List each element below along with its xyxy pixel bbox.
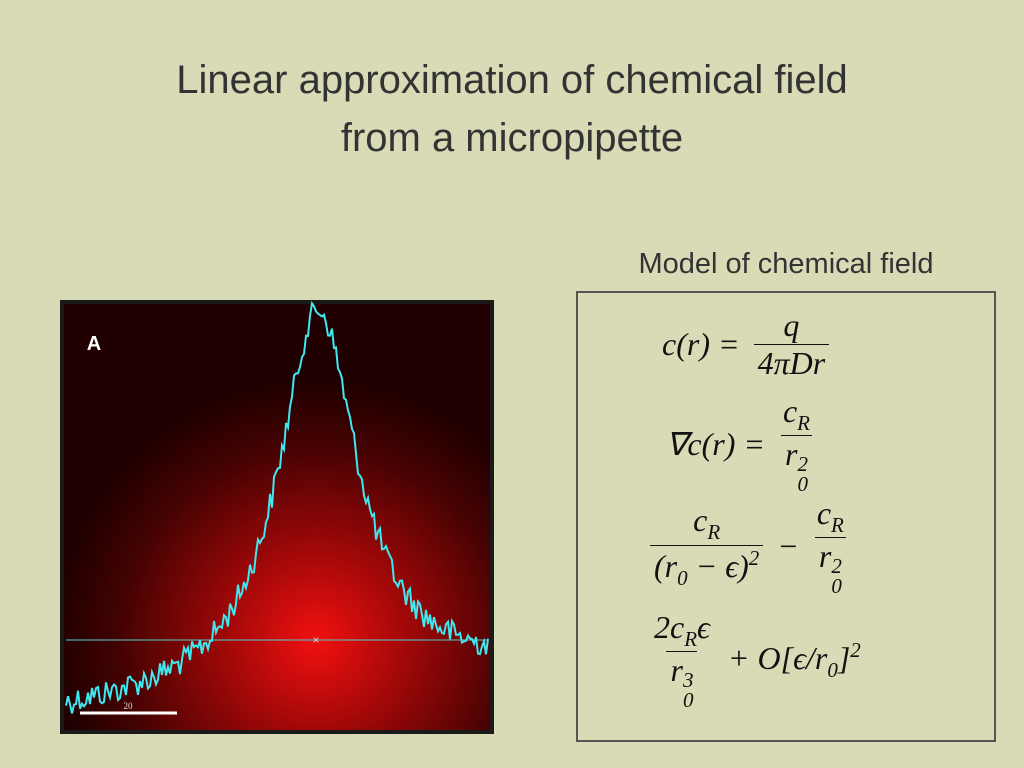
superscript: 2 bbox=[831, 554, 842, 579]
scale-label: 20 bbox=[124, 701, 134, 711]
subscript: 0 bbox=[831, 574, 842, 599]
math-text: 2c bbox=[654, 609, 685, 645]
numerator: cR bbox=[779, 393, 814, 435]
math-text: r bbox=[670, 652, 683, 689]
superscript: 2 bbox=[748, 545, 760, 570]
math-text: ∇c(r) = bbox=[666, 426, 765, 462]
math-run: c(r) = bbox=[662, 326, 740, 363]
subscript: 0 bbox=[827, 657, 838, 682]
superscript: 2 bbox=[797, 452, 808, 477]
superscript: 3 bbox=[682, 668, 694, 693]
fraction: cR r 2 0 bbox=[813, 495, 848, 597]
math-text: c bbox=[782, 393, 798, 429]
equation-box: c(r) = q 4πDr ∇c(r) = cR r 2 0 cR (r0 − ϵ)2− cR r 2 0… bbox=[576, 291, 996, 742]
panel-label: A bbox=[87, 333, 101, 355]
numerator: q bbox=[779, 307, 803, 344]
equation: ∇c(r) = cR r 2 0 bbox=[660, 393, 822, 495]
math-run: ∇c(r) = bbox=[666, 425, 765, 463]
math-run: + O[ϵ/r0]2 bbox=[728, 638, 861, 683]
math-text: + O[ϵ/r bbox=[727, 639, 828, 676]
math-text: c bbox=[816, 495, 832, 531]
math-text: c(r) = bbox=[662, 325, 740, 362]
fraction: q 4πDr bbox=[753, 307, 830, 382]
math-text: r bbox=[785, 436, 798, 473]
math-text: c bbox=[693, 502, 708, 539]
numerator: 2cRϵ bbox=[650, 609, 714, 651]
denominator: 4πDr bbox=[753, 343, 830, 382]
denominator: (r0 − ϵ)2 bbox=[650, 544, 764, 590]
math-run: − bbox=[777, 528, 799, 565]
math-text: − ϵ) bbox=[687, 547, 749, 584]
micrograph: × 20 A bbox=[60, 300, 494, 734]
subscript: R bbox=[684, 627, 698, 651]
superscript: 2 bbox=[850, 637, 861, 662]
fraction: cR r 2 0 bbox=[779, 393, 814, 495]
fraction: 2cRϵ r 3 0 bbox=[650, 609, 714, 711]
numerator: cR bbox=[813, 495, 848, 537]
math-text: ] bbox=[837, 639, 851, 676]
math-text: 4πDr bbox=[757, 344, 826, 381]
subscript: 0 bbox=[682, 688, 694, 713]
model-heading: Model of chemical field bbox=[638, 248, 934, 280]
image-field bbox=[64, 304, 490, 730]
math-text: ϵ bbox=[697, 609, 710, 645]
subscript: R bbox=[797, 411, 810, 435]
subscript: R bbox=[831, 513, 844, 537]
title-line: from a micropipette bbox=[340, 116, 684, 160]
title-line: Linear approximation of chemical field bbox=[176, 58, 848, 102]
math-text: q bbox=[783, 307, 800, 343]
subscript: R bbox=[707, 520, 721, 545]
fraction: cR (r0 − ϵ)2 bbox=[650, 502, 764, 590]
equation: c(r) = q 4πDr bbox=[656, 307, 837, 382]
center-mark: × bbox=[312, 633, 319, 647]
equation: 2cRϵ r 3 0 + O[ϵ/r0]2 bbox=[642, 609, 867, 711]
subscript: 0 bbox=[797, 472, 808, 497]
intensity-trace bbox=[65, 300, 489, 714]
subscript: 0 bbox=[677, 565, 688, 590]
math-text: − bbox=[777, 527, 799, 564]
numerator: cR bbox=[689, 502, 724, 544]
math-text: (r bbox=[654, 547, 678, 584]
equation: cR (r0 − ϵ)2− cR r 2 0 bbox=[642, 495, 856, 597]
math-text: r bbox=[818, 538, 832, 575]
